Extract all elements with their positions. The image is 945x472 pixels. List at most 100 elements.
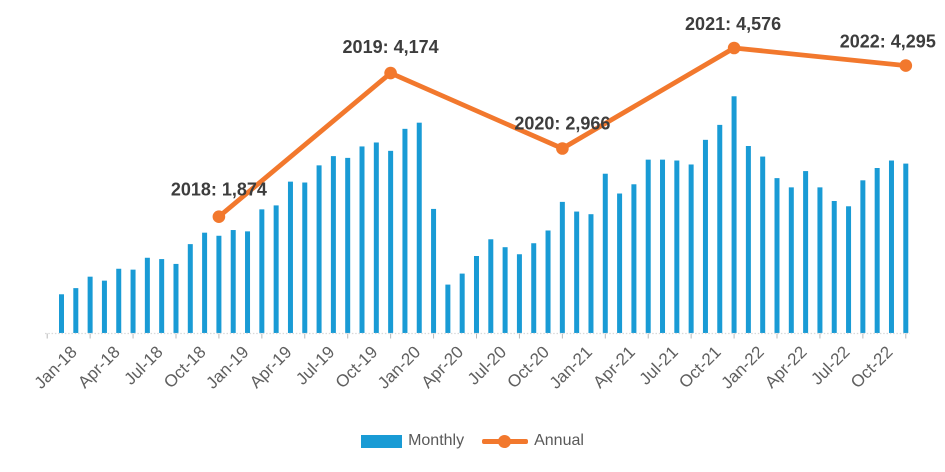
bar-nov-22[interactable]	[888, 160, 894, 333]
bar-mar-20[interactable]	[431, 208, 437, 333]
bar-jan-19[interactable]	[230, 230, 236, 333]
legend-label-annual: Annual	[534, 432, 584, 449]
x-axis-label-jan-19: Jan-19	[202, 342, 252, 392]
x-axis-label-apr-18: Apr-18	[74, 342, 124, 392]
bar-jun-19[interactable]	[302, 182, 308, 333]
bar-jul-22[interactable]	[831, 201, 837, 333]
bar-feb-22[interactable]	[760, 156, 766, 333]
bar-dec-21[interactable]	[731, 96, 737, 333]
legend-item-monthly[interactable]: Monthly	[361, 432, 464, 450]
bar-jun-20[interactable]	[473, 256, 479, 333]
bar-apr-18[interactable]	[101, 280, 107, 333]
bar-sep-21[interactable]	[688, 164, 694, 333]
x-axis-label-jan-22: Jan-22	[718, 342, 768, 392]
annual-line-swatch-icon	[482, 434, 529, 448]
bar-jun-21[interactable]	[645, 159, 651, 333]
legend-item-annual[interactable]: Annual	[482, 432, 584, 450]
bar-jan-18[interactable]	[59, 294, 64, 333]
x-axis-label-jul-20: Jul-20	[464, 342, 510, 388]
x-axis-label-jul-21: Jul-21	[636, 342, 682, 388]
bar-feb-18[interactable]	[73, 288, 79, 333]
bar-mar-21[interactable]	[602, 173, 608, 333]
bar-aug-19[interactable]	[330, 156, 336, 333]
bar-dec-18[interactable]	[216, 235, 222, 333]
x-axis	[45, 332, 910, 339]
x-axis-label-oct-18: Oct-18	[160, 342, 210, 392]
annual-data-labels: 2018: 1,874 2019: 4,174 2020: 2,966 2021: 4…	[171, 14, 936, 200]
bar-may-20[interactable]	[459, 273, 465, 333]
bar-oct-21[interactable]	[702, 139, 708, 333]
annual-data-label-2020: 2020: 2,966	[514, 114, 610, 134]
bar-oct-19[interactable]	[359, 146, 365, 333]
bar-aug-22[interactable]	[846, 206, 852, 333]
bar-mar-22[interactable]	[774, 178, 780, 333]
legend-label-monthly: Monthly	[408, 432, 465, 449]
bar-apr-22[interactable]	[788, 187, 794, 333]
x-axis-label-apr-21: Apr-21	[589, 342, 639, 392]
legend: Monthly Annual	[0, 430, 945, 452]
x-axis-label-apr-22: Apr-22	[761, 342, 811, 392]
x-axis-labels: Jan-18Apr-18Jul-18Oct-18Jan-19Apr-19Jul-…	[31, 342, 897, 392]
x-axis-label-oct-20: Oct-20	[504, 342, 554, 392]
bar-aug-18[interactable]	[159, 259, 165, 333]
x-axis-label-jul-18: Jul-18	[121, 342, 167, 388]
bar-sep-22[interactable]	[860, 180, 866, 333]
bar-jun-22[interactable]	[817, 187, 823, 333]
monthly-bar-swatch-icon	[361, 434, 403, 448]
bar-may-21[interactable]	[631, 184, 637, 333]
bar-mar-18[interactable]	[87, 276, 93, 333]
annual-point-2021[interactable]	[727, 41, 741, 55]
bar-mar-19[interactable]	[259, 209, 265, 333]
annual-data-label-2021: 2021: 4,576	[685, 14, 781, 34]
bar-may-19[interactable]	[287, 181, 293, 333]
x-axis-label-jan-20: Jan-20	[374, 342, 424, 392]
bar-nov-20[interactable]	[545, 230, 551, 333]
bar-jan-20[interactable]	[402, 128, 408, 333]
bar-apr-19[interactable]	[273, 205, 279, 333]
x-axis-label-jul-19: Jul-19	[292, 342, 338, 388]
bar-jun-18[interactable]	[130, 269, 136, 333]
bar-may-22[interactable]	[803, 171, 809, 333]
bar-dec-22[interactable]	[903, 163, 909, 333]
bar-aug-20[interactable]	[502, 247, 508, 333]
bar-jul-18[interactable]	[144, 257, 150, 333]
bar-may-18[interactable]	[116, 268, 122, 333]
bar-feb-21[interactable]	[588, 214, 594, 333]
annual-point-2018[interactable]	[212, 210, 226, 223]
annual-data-label-2022: 2022: 4,295	[840, 32, 936, 52]
x-axis-label-apr-20: Apr-20	[418, 342, 468, 392]
annual-point-2022[interactable]	[899, 59, 913, 72]
bar-dec-20[interactable]	[559, 201, 565, 333]
annual-line-group	[212, 41, 913, 223]
bar-feb-19[interactable]	[245, 231, 251, 333]
bar-nov-19[interactable]	[373, 142, 379, 333]
bar-nov-18[interactable]	[202, 232, 208, 333]
bar-apr-20[interactable]	[445, 284, 451, 333]
annual-point-2019[interactable]	[384, 66, 397, 80]
x-axis-label-jan-21: Jan-21	[546, 342, 596, 392]
annual-data-label-2018: 2018: 1,874	[171, 180, 267, 200]
bar-sep-19[interactable]	[345, 157, 351, 333]
bar-jul-20[interactable]	[488, 239, 494, 333]
x-axis-label-oct-22: Oct-22	[847, 342, 897, 392]
bar-dec-19[interactable]	[388, 150, 394, 333]
annual-point-2020[interactable]	[556, 142, 569, 155]
bar-feb-20[interactable]	[416, 122, 422, 334]
bar-jan-22[interactable]	[745, 146, 751, 333]
bar-aug-21[interactable]	[674, 160, 680, 333]
bar-sep-20[interactable]	[516, 254, 522, 333]
bar-oct-22[interactable]	[874, 168, 880, 333]
bar-jul-19[interactable]	[316, 165, 322, 333]
bar-nov-21[interactable]	[717, 124, 723, 333]
x-axis-label-oct-19: Oct-19	[332, 342, 382, 392]
bar-oct-18[interactable]	[187, 244, 193, 333]
x-axis-label-jul-22: Jul-22	[807, 342, 853, 388]
bar-jul-21[interactable]	[660, 159, 666, 333]
bar-jan-21[interactable]	[574, 211, 580, 333]
bar-apr-21[interactable]	[617, 193, 623, 333]
bar-sep-18[interactable]	[173, 263, 179, 333]
x-axis-label-jan-18: Jan-18	[31, 342, 81, 392]
bar-oct-20[interactable]	[531, 243, 537, 333]
